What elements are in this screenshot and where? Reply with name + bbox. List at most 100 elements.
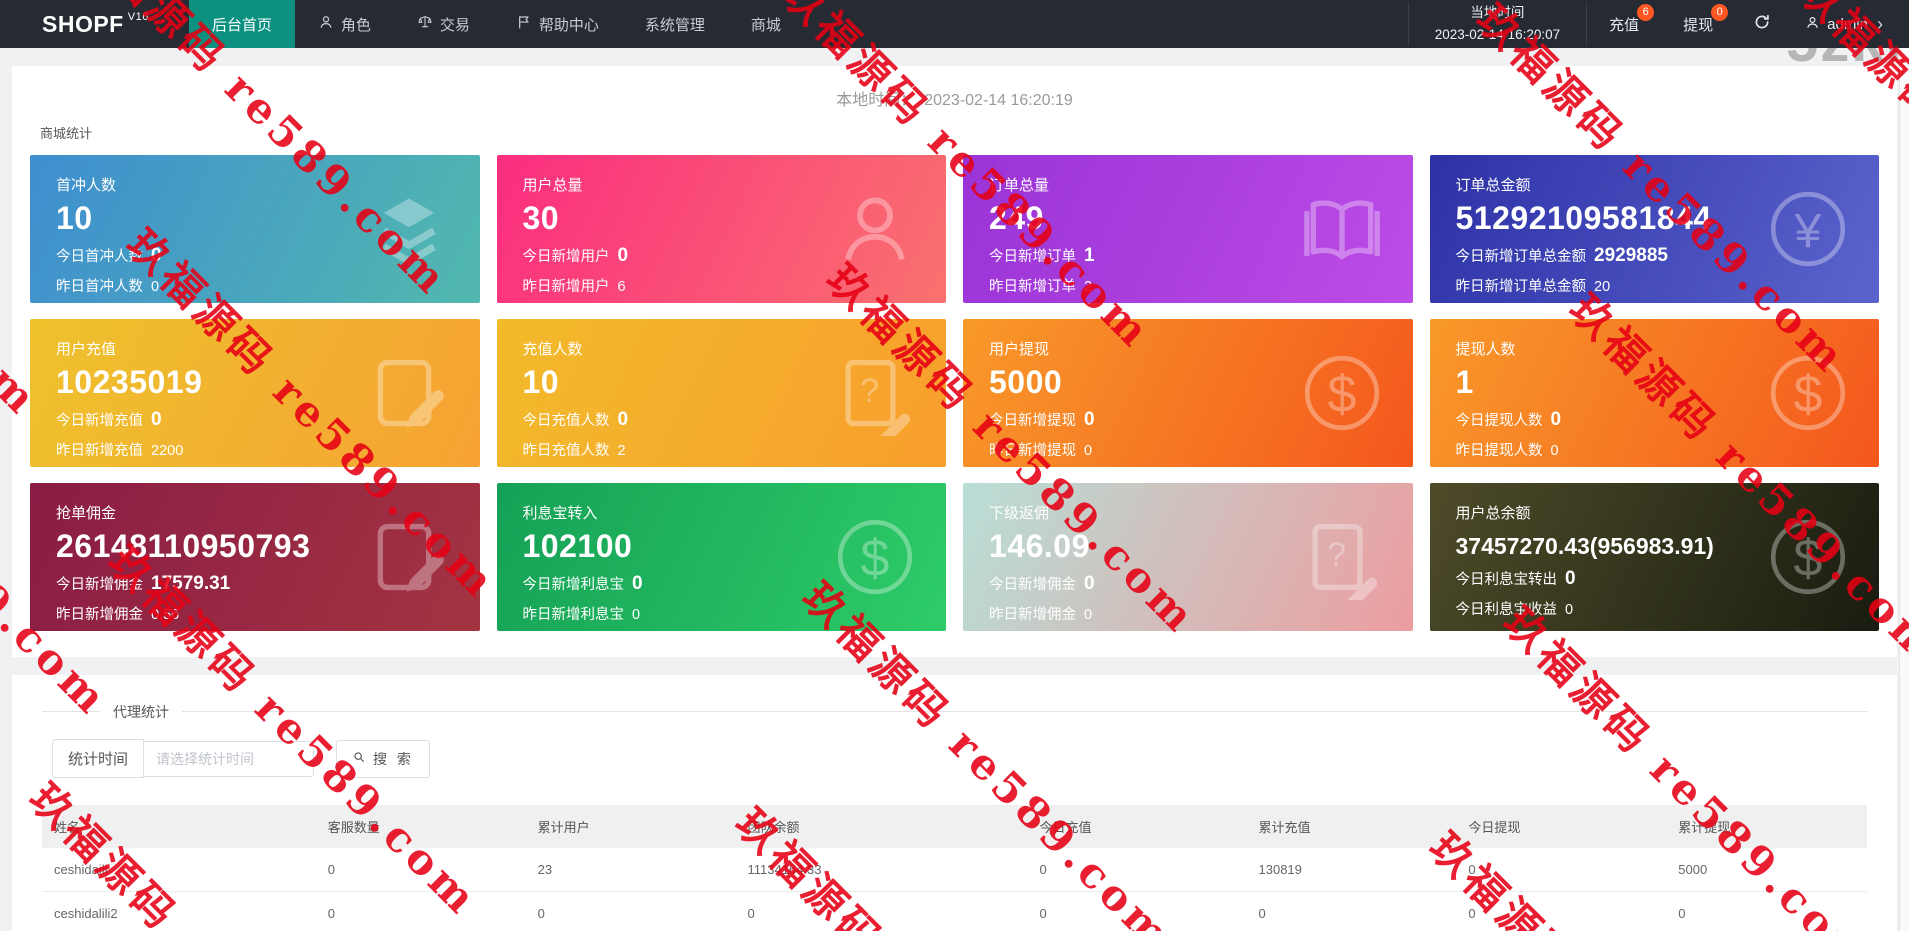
stat-card-title: 订单总量	[989, 177, 1050, 194]
yen-circle-icon: ¥	[1765, 186, 1851, 272]
local-time-value: 2023-02-14 16:20:07	[1434, 27, 1561, 42]
cell-name: ceshidaili	[42, 848, 316, 892]
stat-time-input[interactable]	[144, 740, 315, 777]
refresh-button[interactable]	[1735, 13, 1789, 36]
search-button[interactable]: 搜 索	[336, 739, 430, 778]
nav-item-mall[interactable]: 商城	[728, 0, 804, 48]
stat-card-value: 102100	[522, 528, 633, 564]
col-header-total-recharge: 累计充值	[1246, 805, 1457, 848]
nav-item-dashboard[interactable]: 后台首页	[188, 0, 295, 48]
layers-icon	[366, 186, 452, 272]
stat-card-title: 用户提现	[989, 341, 1050, 358]
navbar-right: 当地时间 2023-02-14 16:20:07 充值 6 提现 0 admin…	[1407, 0, 1909, 48]
stat-cards-grid: 首冲人数 10 今日首冲人数 0 昨日首冲人数 0 用户总量 30 今日新增用户 0 …	[12, 142, 1897, 657]
stat-card-yesterday-label: 今日利息宝收益	[1455, 602, 1558, 618]
dollar-circle-icon: $	[832, 514, 918, 600]
stat-card-total-balance: 用户总余额 37457270.43(956983.91) 今日利息宝转出 0 今日…	[1429, 483, 1879, 631]
cell: 0	[735, 891, 1028, 931]
nav-item-label: 后台首页	[211, 16, 272, 34]
stat-card-today-value: 0	[151, 409, 162, 430]
user-menu[interactable]: admin ›	[1789, 14, 1909, 35]
question-note-icon: ?	[832, 350, 918, 448]
svg-text:¥: ¥	[1794, 204, 1822, 258]
edit-note-icon	[366, 350, 452, 436]
table-row: ceshidaili 0 23 11134164.33 0 130819 0 5…	[42, 848, 1867, 892]
stat-time-label: 统计时间	[52, 739, 145, 778]
cell: 0	[1027, 848, 1247, 892]
col-header-today-withdraw: 今日提现	[1456, 805, 1667, 848]
stat-card-yesterday-value: 2	[617, 443, 626, 459]
stat-card-interest-deposit: 利息宝转入 102100 今日新增利息宝 0 昨日新增利息宝 0 $	[496, 483, 946, 631]
page-local-time: 本地时间： 2023-02-14 16:20:19	[12, 86, 1897, 110]
table-header-row: 姓名 客服数量 累计用户 团队余额 今日充值 累计充值 今日提现 累计提现	[42, 805, 1867, 848]
nav-item-roles[interactable]: 角色	[295, 0, 394, 48]
stat-card-today-label: 今日新增用户	[522, 249, 610, 265]
stat-card-today-value: 0	[617, 409, 629, 430]
nav-item-label: 交易	[439, 16, 470, 34]
stat-card-today-label: 今日新增佣金	[989, 577, 1076, 593]
stat-card-yesterday-label: 昨日新增利息宝	[522, 607, 625, 623]
nav-item-system[interactable]: 系统管理	[622, 0, 728, 48]
stat-card-yesterday-label: 昨日新增提现	[989, 443, 1076, 459]
stat-card-title: 用户充值	[56, 341, 117, 358]
top-navbar: SHOPF V16 后台首页 角色 交易 帮助中心 系统管理 商城 当地时间 2…	[0, 0, 1909, 48]
cell: 0	[315, 891, 526, 931]
cell: 0	[1456, 891, 1667, 931]
stat-card-yesterday-label: 昨日充值人数	[522, 443, 610, 459]
scales-icon	[417, 14, 433, 34]
stat-card-today-label: 今日充值人数	[522, 413, 610, 429]
dollar-circle-icon: $	[1299, 350, 1385, 436]
vertical-scrollbar[interactable]	[1899, 48, 1909, 931]
stat-card-yesterday-value: 2	[1084, 279, 1093, 295]
table-row: ceshidalili2 0 0 0 0 0 0 0	[42, 891, 1867, 931]
user-icon	[318, 14, 334, 34]
section-title-mall-stats: 商城统计	[40, 126, 93, 141]
stat-card-yesterday-label: 昨日新增佣金	[56, 607, 143, 623]
stat-card-yesterday-label: 昨日首冲人数	[56, 279, 143, 295]
local-time-label: 当地时间	[1470, 5, 1525, 21]
stat-card-user-withdraw: 用户提现 5000 今日新增提现 0 昨日新增提现 0 $	[963, 319, 1413, 467]
withdraw-label: 提现	[1683, 16, 1714, 34]
stat-card-value: 37457270.43(956983.91)	[1455, 533, 1714, 559]
svg-text:?: ?	[860, 372, 879, 410]
stat-card-title: 首冲人数	[56, 177, 117, 194]
nav-item-help-center[interactable]: 帮助中心	[493, 0, 622, 48]
stat-card-today-label: 今日新增充值	[56, 413, 143, 429]
stat-card-value: 1	[1455, 364, 1474, 400]
agent-table: 姓名 客服数量 累计用户 团队余额 今日充值 累计充值 今日提现 累计提现 ce…	[42, 805, 1867, 931]
cell: 130819	[1246, 848, 1457, 892]
stat-card-value: 51292109581844	[1455, 200, 1712, 236]
withdraw-button[interactable]: 提现 0	[1661, 0, 1735, 48]
stat-card-title: 提现人数	[1455, 341, 1516, 358]
stat-card-today-value: 0	[1565, 568, 1576, 589]
stat-card-title: 利息宝转入	[522, 505, 598, 522]
svg-text:$: $	[1794, 366, 1823, 424]
page-local-time-label: 本地时间：	[836, 92, 917, 109]
stat-card-yesterday-label: 昨日新增充值	[56, 443, 143, 459]
edit-note-icon	[366, 514, 452, 600]
stat-card-today-label: 今日提现人数	[1455, 413, 1543, 429]
flag-icon	[516, 14, 532, 34]
stat-card-value: 10235019	[56, 364, 203, 400]
agent-stats-panel: 代理统计 统计时间 搜 索 姓名 客服数量 累计用户 团队余额 今日充值	[12, 675, 1897, 931]
nav-item-label: 帮助中心	[538, 16, 599, 34]
stat-card-today-value: 0	[617, 245, 629, 266]
cell-name: ceshidalili2	[42, 891, 316, 931]
stat-card-user-recharge: 用户充值 10235019 今日新增充值 0 昨日新增充值 2200	[30, 319, 480, 467]
stat-card-today-label: 今日新增利息宝	[522, 577, 625, 593]
stat-card-value: 30	[522, 200, 560, 236]
stat-card-today-value: 1	[1084, 245, 1095, 266]
logo-text: SHOPF	[42, 10, 124, 37]
cell: 5000	[1666, 848, 1867, 892]
stat-card-sub-rebate: 下级返佣 146.09 今日新增佣金 0 昨日新增佣金 0 ?	[963, 483, 1413, 631]
stat-card-today-value: 2929885	[1594, 245, 1668, 266]
recharge-button[interactable]: 充值 6	[1587, 0, 1661, 48]
cell: 11134164.33	[735, 848, 1028, 892]
stat-card-yesterday-value: 0	[151, 279, 160, 295]
stat-card-title: 用户总余额	[1455, 505, 1531, 522]
user-icon	[832, 186, 918, 272]
stat-card-today-value: 0	[632, 573, 643, 594]
stat-card-first-recharge-users: 首冲人数 10 今日首冲人数 0 昨日首冲人数 0	[30, 155, 480, 303]
nav-item-trade[interactable]: 交易	[394, 0, 493, 48]
stat-card-value: 26148110950793	[56, 528, 311, 564]
